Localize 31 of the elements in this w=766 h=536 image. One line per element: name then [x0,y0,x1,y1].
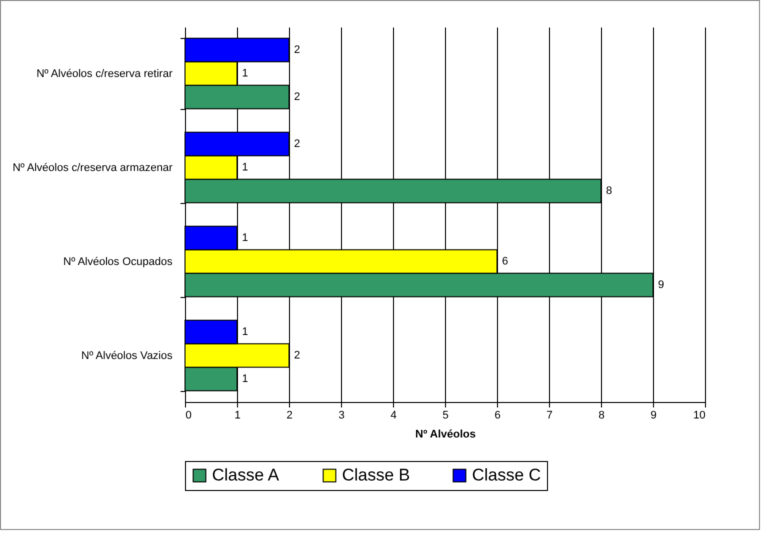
data-label: 1 [242,372,248,385]
data-label: 2 [294,349,300,362]
data-label: 2 [294,44,300,56]
data-label: 1 [242,162,248,174]
data-label: 1 [242,232,248,244]
legend-label: Classe B [342,466,410,485]
data-label: 2 [294,138,300,150]
x-tick-label: 7 [546,410,553,422]
y-tick-label: Nº Alvéolos c/reserva retirar [36,68,173,80]
x-tick-label: 5 [442,410,449,422]
legend-label: Classe A [212,466,280,485]
data-label: 8 [606,185,612,198]
x-tick-label: 9 [650,410,657,422]
data-label: 1 [242,326,248,338]
y-tick-label: Nº Alvéolos Vazios [81,350,173,362]
x-tick-label: 8 [598,410,605,422]
x-tick-label: 1 [234,410,241,422]
data-label: 2 [294,91,300,104]
x-axis-title: Nº Alvéolos [415,428,476,440]
x-tick-label: 10 [693,410,706,422]
x-tick-label: 3 [338,410,345,422]
x-tick-label: 4 [390,410,397,422]
x-tick-label: 2 [286,410,293,422]
data-label: 1 [242,68,248,80]
y-tick-label: Nº Alvéolos Ocupados [63,256,173,268]
data-label: 6 [502,255,508,268]
y-tick-label: Nº Alvéolos c/reserva armazenar [12,162,173,174]
x-tick-label: 0 [186,410,192,422]
legend-label: Classe C [472,466,541,485]
x-tick-label: 6 [494,410,501,422]
data-label: 9 [658,278,664,291]
